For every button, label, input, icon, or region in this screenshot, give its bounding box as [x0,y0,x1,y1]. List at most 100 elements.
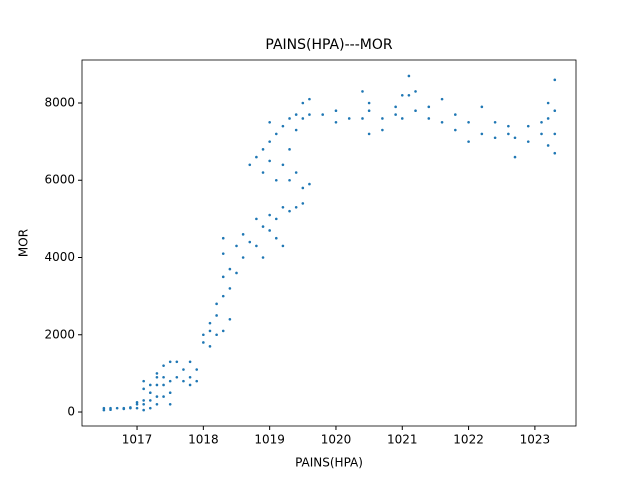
point [241,256,245,259]
point [414,109,417,113]
point [142,402,145,406]
point [221,329,225,333]
point [308,97,311,101]
point [215,333,218,337]
point [235,244,238,248]
point [367,109,371,113]
point [255,244,258,248]
point [540,132,543,136]
point [526,140,530,143]
point [202,341,205,344]
point [440,121,444,124]
point [255,155,258,159]
point [155,375,159,379]
point [261,171,265,174]
point [261,148,265,151]
point [414,90,417,93]
point [507,124,510,128]
point [367,132,371,136]
point [454,113,457,116]
point [321,113,325,116]
point [268,121,271,124]
point [175,375,179,379]
point [546,144,550,147]
point [208,345,212,348]
point [261,256,265,259]
point [274,236,278,240]
point [268,140,271,143]
x-tick-label: 1021 [387,433,418,447]
point [155,395,159,398]
point [480,132,484,136]
point [301,117,305,120]
point [202,333,205,337]
x-tick-label: 1018 [188,433,219,447]
point [526,124,530,128]
point [301,101,305,105]
point [467,140,470,143]
point [546,101,550,105]
point [540,121,543,124]
point [427,105,431,109]
y-tick-label: 0 [67,405,75,419]
point [288,148,291,151]
point [182,368,185,371]
point [241,233,245,236]
point [288,117,291,120]
point [294,205,298,209]
point [228,267,232,271]
point [142,379,145,383]
point [109,408,112,411]
point [361,90,364,93]
point [168,360,172,364]
point [168,391,172,395]
y-tick-label: 6000 [44,173,75,187]
point [208,329,212,333]
x-tick-label: 1020 [321,433,352,447]
point [102,406,106,410]
point [407,93,411,97]
point [268,213,271,217]
chart-title: PAINS(HPA)---MOR [265,37,392,53]
point [381,128,384,132]
point [248,163,252,167]
point [274,217,278,221]
point [148,406,152,410]
point [334,121,338,124]
point [221,294,225,298]
point [400,117,404,120]
point [394,113,397,116]
point [440,97,444,101]
point [381,117,384,120]
point [513,155,517,159]
point [553,109,557,113]
point [281,124,285,128]
point [235,271,238,275]
point [129,406,132,409]
point [427,117,431,120]
point [454,128,457,132]
y-tick-label: 2000 [44,327,75,341]
point [215,302,218,306]
x-tick-label: 1022 [453,433,484,447]
point [228,318,232,321]
point [288,178,291,182]
point [268,159,271,163]
point [301,186,305,190]
x-tick-label: 1017 [122,433,153,447]
point [148,391,152,395]
point [294,113,298,116]
point [188,383,192,387]
point [221,236,225,240]
point [188,375,192,379]
plot-frame [81,59,577,427]
point [308,182,311,186]
point [294,171,298,174]
point [255,217,258,221]
point [162,364,165,367]
x-tick-label: 1023 [520,433,551,447]
point [155,372,159,375]
point [493,121,497,124]
point [228,287,232,290]
